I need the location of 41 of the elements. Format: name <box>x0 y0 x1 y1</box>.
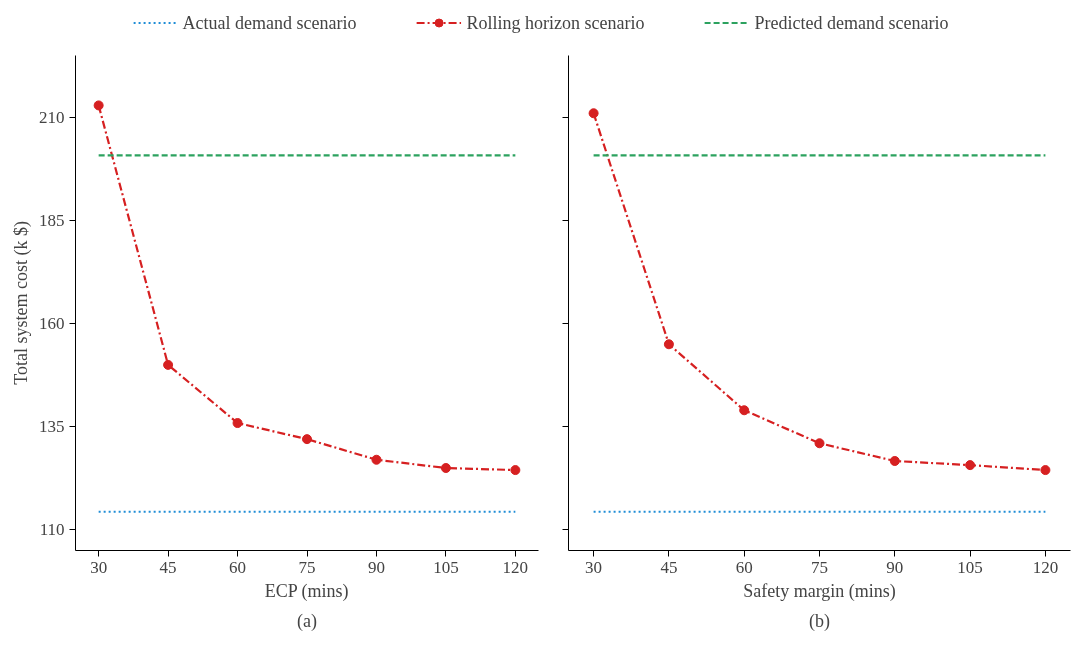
legend-label: Predicted demand scenario <box>754 12 949 33</box>
x-axis-title: ECP (mins) <box>264 580 349 602</box>
x-tick-label: 90 <box>367 557 385 577</box>
text: (b) <box>809 610 831 632</box>
y-tick-label: 160 <box>39 314 65 334</box>
text: (a) <box>297 610 317 632</box>
point <box>663 339 674 350</box>
y-tick-label: 135 <box>39 417 65 437</box>
x-tick-label: 30 <box>585 557 603 577</box>
x-tick-label: 105 <box>957 557 983 577</box>
x-tick-label: 120 <box>1032 557 1059 577</box>
point <box>965 460 976 471</box>
x-tick-label: 120 <box>502 557 529 577</box>
x-tick-label: 60 <box>735 557 753 577</box>
x-tick-label: 45 <box>660 557 678 577</box>
x-tick-label: 75 <box>811 557 828 577</box>
point <box>510 465 521 476</box>
x-tick-label: 105 <box>433 557 459 577</box>
x-tick-label: 45 <box>159 557 177 577</box>
y-axis-title: Total system cost (k $) <box>11 221 32 385</box>
point <box>93 100 104 111</box>
point <box>889 456 900 466</box>
x-tick-label: 90 <box>886 557 904 577</box>
point <box>588 108 599 119</box>
point <box>814 438 825 449</box>
point <box>302 434 312 445</box>
point <box>440 463 451 473</box>
y-tick-label: 210 <box>39 107 65 127</box>
legend-label: Actual demand scenario <box>182 12 357 33</box>
x-tick-label: 60 <box>229 557 247 577</box>
x-tick-label: 30 <box>90 557 108 577</box>
y-tick-label: 110 <box>39 520 65 540</box>
x-axis-title: Safety margin (mins) <box>743 580 896 602</box>
point <box>739 405 750 416</box>
point <box>232 418 243 429</box>
legend-label: Rolling horizon scenario <box>466 12 645 33</box>
x-tick-label: 75 <box>298 557 316 577</box>
point <box>163 359 174 370</box>
point <box>1040 465 1051 476</box>
y-tick-label: 185 <box>39 211 65 230</box>
point <box>371 454 382 465</box>
